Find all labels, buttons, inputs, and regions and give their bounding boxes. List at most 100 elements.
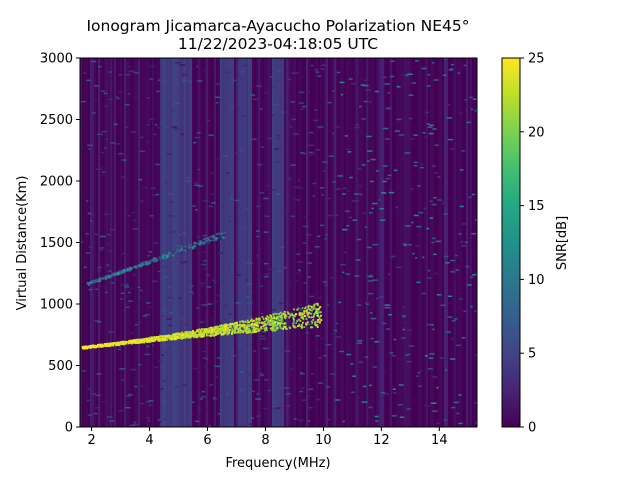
noise-speckle [145, 302, 151, 304]
echo-point [255, 330, 258, 333]
noise-speckle [278, 302, 283, 305]
noise-speckle [406, 353, 411, 356]
echo-point [199, 241, 202, 244]
echo-point [274, 322, 276, 324]
noise-streak [100, 58, 102, 427]
noise-speckle [404, 321, 407, 324]
echo-point [217, 333, 219, 335]
echo-point [251, 331, 254, 334]
echo-point [279, 327, 282, 329]
echo-point [206, 334, 209, 337]
noise-streak [354, 58, 356, 427]
echo-point [198, 245, 200, 247]
noise-streak [252, 58, 254, 427]
echo-point [275, 313, 278, 315]
noise-speckle [157, 127, 162, 129]
echo-point [248, 324, 251, 326]
echo-point [314, 324, 317, 327]
echo-point [108, 276, 111, 279]
noise-speckle [342, 420, 345, 423]
echo-point [103, 276, 106, 278]
echo-point [178, 251, 180, 254]
noise-speckle [396, 266, 402, 269]
noise-speckle [197, 168, 201, 171]
noise-speckle [347, 190, 350, 192]
noise-speckle [393, 392, 396, 394]
echo-point [156, 258, 159, 261]
noise-speckle [315, 71, 320, 73]
noise-speckle [396, 118, 402, 121]
noise-streak [292, 58, 294, 427]
echo-point [307, 304, 310, 307]
echo-point [188, 246, 190, 249]
echo-point [123, 343, 125, 346]
noise-speckle [343, 251, 347, 254]
echo-point [217, 327, 219, 330]
noise-speckle [296, 307, 302, 309]
echo-point [270, 317, 273, 320]
echo-point [290, 312, 293, 315]
echo-point [304, 307, 307, 310]
noise-streak [330, 58, 332, 427]
echo-point [188, 336, 191, 339]
y-tick-label: 500 [48, 359, 73, 374]
noise-speckle [432, 410, 438, 412]
noise-speckle [244, 279, 249, 281]
echo-point [161, 337, 164, 340]
noise-speckle [106, 264, 110, 266]
noise-speckle [173, 173, 176, 176]
noise-streak [348, 58, 350, 427]
echo-point [256, 330, 259, 333]
noise-speckle [90, 220, 93, 222]
noise-speckle [158, 420, 162, 423]
echo-point [279, 315, 282, 317]
echo-point [192, 333, 195, 336]
x-tick-label: 4 [145, 433, 153, 448]
noise-speckle [368, 406, 373, 409]
echo-point [249, 331, 252, 334]
noise-speckle [91, 60, 97, 63]
echo-point [286, 328, 289, 330]
echo-point [171, 333, 174, 336]
echo-point [315, 311, 318, 313]
noise-speckle [119, 268, 122, 271]
echo-point [281, 327, 283, 330]
echo-point [215, 233, 218, 236]
echo-point [239, 320, 241, 323]
noise-streak [418, 58, 420, 427]
noise-speckle [326, 304, 329, 306]
noise-speckle [124, 255, 129, 257]
echo-point [317, 314, 319, 317]
echo-point [110, 275, 113, 278]
echo-point [266, 315, 269, 318]
noise-speckle [381, 192, 387, 194]
noise-speckle [91, 99, 97, 101]
noise-speckle [163, 126, 170, 128]
noise-speckle [104, 105, 110, 108]
noise-speckle [142, 315, 148, 317]
echo-point [315, 309, 318, 312]
noise-speckle [108, 420, 115, 422]
echo-point [213, 236, 216, 239]
echo-point [87, 283, 90, 286]
echo-point [313, 312, 316, 315]
echo-point [186, 334, 189, 336]
noise-speckle [211, 202, 216, 204]
noise-speckle [325, 343, 332, 346]
noise-speckle [458, 422, 463, 425]
noise-speckle [303, 282, 308, 284]
echo-point [219, 329, 222, 332]
noise-speckle [278, 147, 283, 149]
echo-point [168, 334, 171, 337]
noise-streak [146, 58, 148, 427]
colorbar-tick-label: 20 [528, 125, 545, 140]
noise-speckle [149, 215, 154, 217]
echo-point [305, 318, 308, 320]
noise-speckle [411, 252, 415, 255]
noise-speckle [171, 244, 175, 247]
echo-point [137, 338, 139, 341]
noise-speckle [186, 181, 191, 183]
echo-point [168, 254, 171, 257]
noise-speckle [194, 184, 201, 187]
